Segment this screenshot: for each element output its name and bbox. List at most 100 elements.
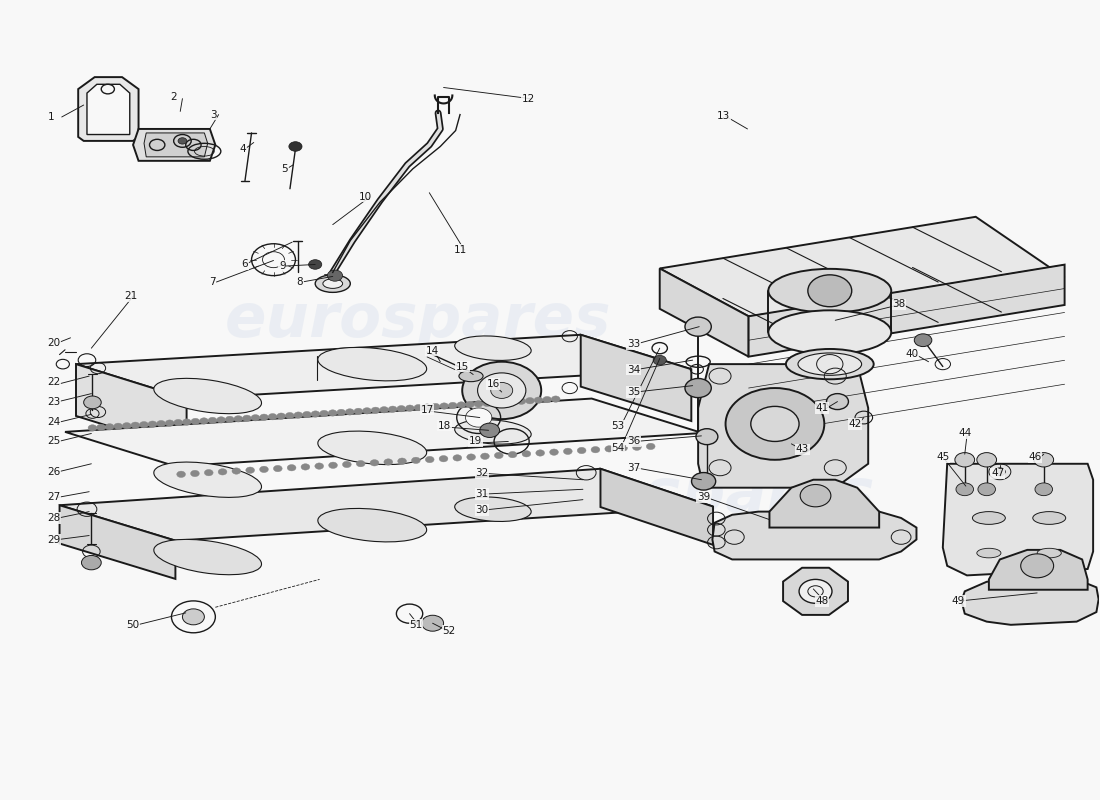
- Circle shape: [492, 400, 500, 406]
- Text: 36: 36: [627, 437, 640, 446]
- Text: 3: 3: [210, 110, 217, 119]
- Circle shape: [977, 453, 997, 467]
- Text: 2: 2: [170, 92, 177, 102]
- Text: 32: 32: [475, 468, 488, 478]
- Circle shape: [328, 270, 342, 282]
- Circle shape: [260, 466, 268, 473]
- Circle shape: [363, 408, 372, 414]
- Circle shape: [632, 444, 641, 450]
- Circle shape: [508, 398, 517, 405]
- Ellipse shape: [154, 462, 262, 498]
- Ellipse shape: [1037, 548, 1062, 558]
- Text: 6: 6: [242, 259, 249, 270]
- Circle shape: [379, 406, 388, 413]
- Text: 33: 33: [627, 339, 640, 349]
- Text: 21: 21: [124, 291, 138, 302]
- Polygon shape: [65, 398, 702, 466]
- Ellipse shape: [318, 509, 427, 542]
- Circle shape: [251, 414, 260, 421]
- Polygon shape: [87, 84, 130, 134]
- Text: 43: 43: [795, 445, 808, 454]
- Polygon shape: [749, 265, 1065, 357]
- Circle shape: [205, 470, 213, 476]
- Circle shape: [97, 424, 106, 430]
- Circle shape: [439, 455, 448, 462]
- Text: 24: 24: [47, 418, 60, 427]
- Circle shape: [480, 423, 499, 438]
- Circle shape: [131, 422, 140, 429]
- Circle shape: [190, 470, 199, 477]
- Circle shape: [456, 402, 465, 408]
- Polygon shape: [713, 512, 916, 559]
- Ellipse shape: [323, 279, 342, 288]
- Circle shape: [550, 449, 559, 455]
- Circle shape: [320, 410, 329, 417]
- Circle shape: [826, 394, 848, 410]
- Circle shape: [696, 429, 718, 445]
- Circle shape: [232, 468, 241, 474]
- Circle shape: [274, 466, 283, 472]
- Text: 14: 14: [426, 346, 439, 355]
- Circle shape: [356, 461, 365, 467]
- Circle shape: [956, 483, 974, 496]
- Text: 17: 17: [420, 405, 433, 414]
- Circle shape: [466, 454, 475, 460]
- Circle shape: [294, 412, 302, 418]
- Circle shape: [421, 615, 443, 631]
- Circle shape: [370, 460, 378, 466]
- Circle shape: [431, 403, 440, 410]
- Circle shape: [1035, 483, 1053, 496]
- Text: 47: 47: [991, 468, 1004, 478]
- Text: 19: 19: [469, 437, 482, 446]
- Text: 48: 48: [815, 596, 828, 606]
- Ellipse shape: [154, 539, 262, 574]
- Text: 44: 44: [958, 429, 971, 438]
- Circle shape: [578, 447, 586, 454]
- Circle shape: [563, 448, 572, 454]
- Circle shape: [329, 462, 338, 469]
- Circle shape: [354, 408, 363, 414]
- Circle shape: [218, 469, 227, 475]
- Circle shape: [526, 398, 535, 404]
- Text: 49: 49: [952, 596, 965, 606]
- Circle shape: [618, 445, 627, 451]
- Ellipse shape: [154, 378, 262, 414]
- Ellipse shape: [1033, 512, 1066, 524]
- Circle shape: [522, 450, 531, 457]
- Circle shape: [751, 406, 799, 442]
- Circle shape: [226, 416, 234, 422]
- Circle shape: [994, 468, 1005, 476]
- Text: 42: 42: [848, 419, 861, 429]
- Circle shape: [277, 413, 286, 419]
- Text: 40: 40: [905, 349, 918, 358]
- Polygon shape: [76, 334, 691, 398]
- Text: 7: 7: [209, 277, 216, 287]
- Polygon shape: [144, 133, 208, 157]
- Text: 18: 18: [438, 421, 451, 430]
- Polygon shape: [943, 464, 1093, 575]
- Text: 15: 15: [455, 362, 469, 371]
- Text: 11: 11: [453, 245, 466, 255]
- Circle shape: [287, 465, 296, 471]
- Circle shape: [422, 404, 431, 410]
- Text: 37: 37: [627, 462, 640, 473]
- Circle shape: [234, 416, 243, 422]
- Text: 34: 34: [627, 365, 640, 374]
- Text: eurospares: eurospares: [488, 466, 874, 525]
- Circle shape: [88, 425, 97, 431]
- Circle shape: [217, 417, 226, 423]
- Circle shape: [605, 446, 614, 452]
- Text: 29: 29: [47, 534, 60, 545]
- Ellipse shape: [459, 370, 483, 382]
- Circle shape: [315, 463, 323, 470]
- Circle shape: [535, 397, 543, 403]
- Circle shape: [449, 402, 458, 409]
- Polygon shape: [769, 480, 879, 527]
- Text: 52: 52: [442, 626, 455, 636]
- Polygon shape: [59, 469, 713, 541]
- Text: 9: 9: [279, 261, 286, 271]
- Polygon shape: [133, 129, 216, 161]
- Text: 54: 54: [612, 443, 625, 453]
- Circle shape: [440, 403, 449, 410]
- Circle shape: [426, 456, 434, 462]
